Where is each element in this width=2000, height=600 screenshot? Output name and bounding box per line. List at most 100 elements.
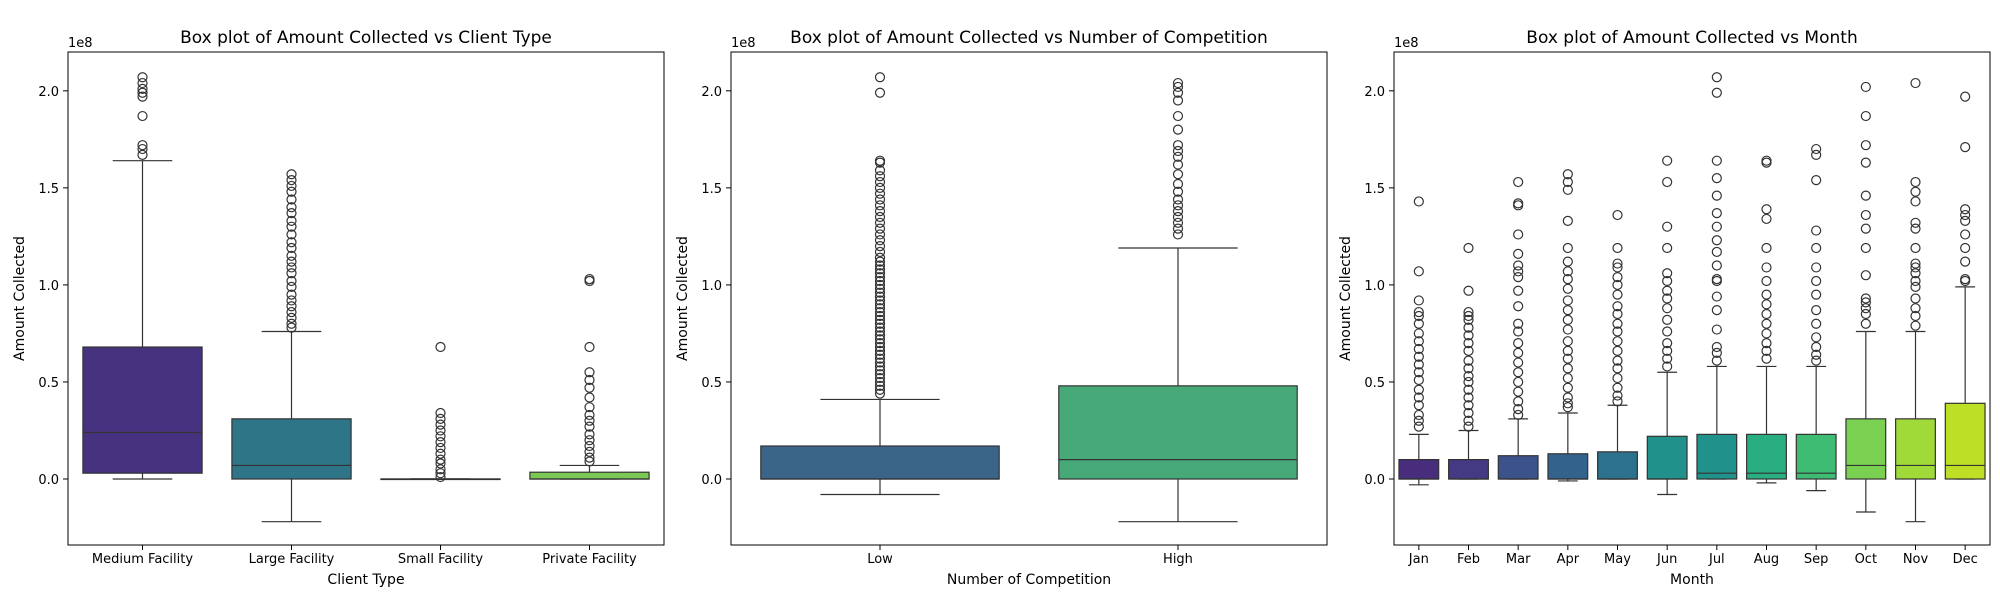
outlier-point [1172,145,1184,157]
outlier-point [1811,242,1822,254]
outlier-point [1562,402,1573,413]
outlier-point [286,289,297,300]
outlier-point [137,149,148,160]
outlier-point [1413,306,1424,318]
outlier-point [286,268,297,279]
outlier-point [1711,305,1722,316]
outlier-point [1562,382,1573,393]
outlier-point [286,322,297,333]
x-tick-label: Mar [1506,552,1531,567]
outlier-point [1413,400,1424,411]
outlier-point [137,72,148,83]
outlier-point [1413,336,1424,347]
outlier-point [1860,190,1871,201]
y-offset-label: 1e8 [731,36,756,51]
x-tick-label: Sep [1804,552,1829,567]
outlier-point [1513,266,1524,277]
outlier-point [1910,281,1921,292]
outlier-point [1662,268,1673,279]
outlier-point [874,357,886,368]
outlier-point [286,202,297,213]
outlier-point [1662,293,1673,304]
outlier-point [1761,155,1772,166]
outlier-point [584,382,595,393]
outlier-point [1811,305,1822,316]
outlier-point [1662,338,1673,349]
box-body [1398,458,1440,480]
outlier-point [1463,338,1474,349]
outlier-point [1413,351,1424,362]
outlier-point [1711,341,1722,353]
outlier-point [286,262,297,273]
outlier-point [1172,186,1184,197]
outlier-point [1562,392,1573,403]
box-body [82,346,203,474]
outlier-point [286,175,297,186]
chart-panel-1: Box plot of Amount Collected vs Client T… [12,28,665,588]
outlier-point [1711,155,1722,166]
outlier-point [1910,217,1921,228]
outlier-point [1761,213,1772,225]
outlier-point [286,207,297,219]
outlier-point [874,252,886,263]
outlier-point [1413,295,1424,306]
outlier-point [1513,347,1524,358]
outlier-point [1413,196,1424,207]
outlier-point [1463,330,1474,341]
outlier-point [137,91,148,102]
outlier-point [1811,262,1822,273]
outlier-point [1463,322,1474,333]
outlier-point [1463,363,1474,374]
outlier-point [874,353,886,364]
outlier-point [286,229,297,240]
outlier-point [1662,285,1673,296]
box-low [760,72,1000,496]
outlier-point [1612,355,1623,366]
box-body [1497,455,1539,480]
outlier-point [874,229,886,240]
outlier-point [1413,328,1424,339]
outlier-point [1761,262,1772,273]
outlier-point [1463,407,1474,419]
outlier-point [1860,308,1871,320]
x-tick-label: Low [867,552,893,567]
x-tick-label: Jan [1408,552,1429,567]
outlier-point [1612,390,1623,401]
outlier-point [435,413,446,424]
outlier-point [874,272,886,283]
outlier-point [874,299,886,310]
outlier-point [1513,260,1524,271]
box-body [1448,458,1489,480]
outlier-point [1172,95,1184,106]
box-private-facility [529,273,650,480]
outlier-point [1761,308,1772,320]
outlier-point [874,322,886,333]
outlier-point [1711,173,1722,184]
outlier-point [1562,363,1573,374]
outlier-point [137,77,148,89]
box-nov [1895,77,1936,523]
box-body [1845,418,1887,480]
outlier-point [1413,310,1424,322]
y-tick-label: 0.0 [1364,473,1385,488]
outlier-point [1172,140,1184,151]
x-axis-label: Number of Competition [947,572,1111,588]
outlier-point [1513,198,1524,209]
outlier-point [1172,178,1184,190]
outlier-point [1612,363,1623,374]
outlier-point [137,140,148,151]
outlier-point [1513,285,1524,296]
outlier-point [1761,289,1772,300]
outlier-point [1761,204,1772,215]
outlier-point [1811,341,1822,353]
outlier-point [1513,318,1524,329]
outlier-point [874,341,886,353]
outlier-point [286,312,297,324]
outlier-point [874,176,886,188]
outlier-point [874,246,886,258]
outlier-point [1761,242,1772,254]
outlier-point [1172,77,1184,89]
outlier-point [1513,229,1524,240]
outlier-point [1562,273,1573,285]
outlier-point [1811,225,1822,236]
